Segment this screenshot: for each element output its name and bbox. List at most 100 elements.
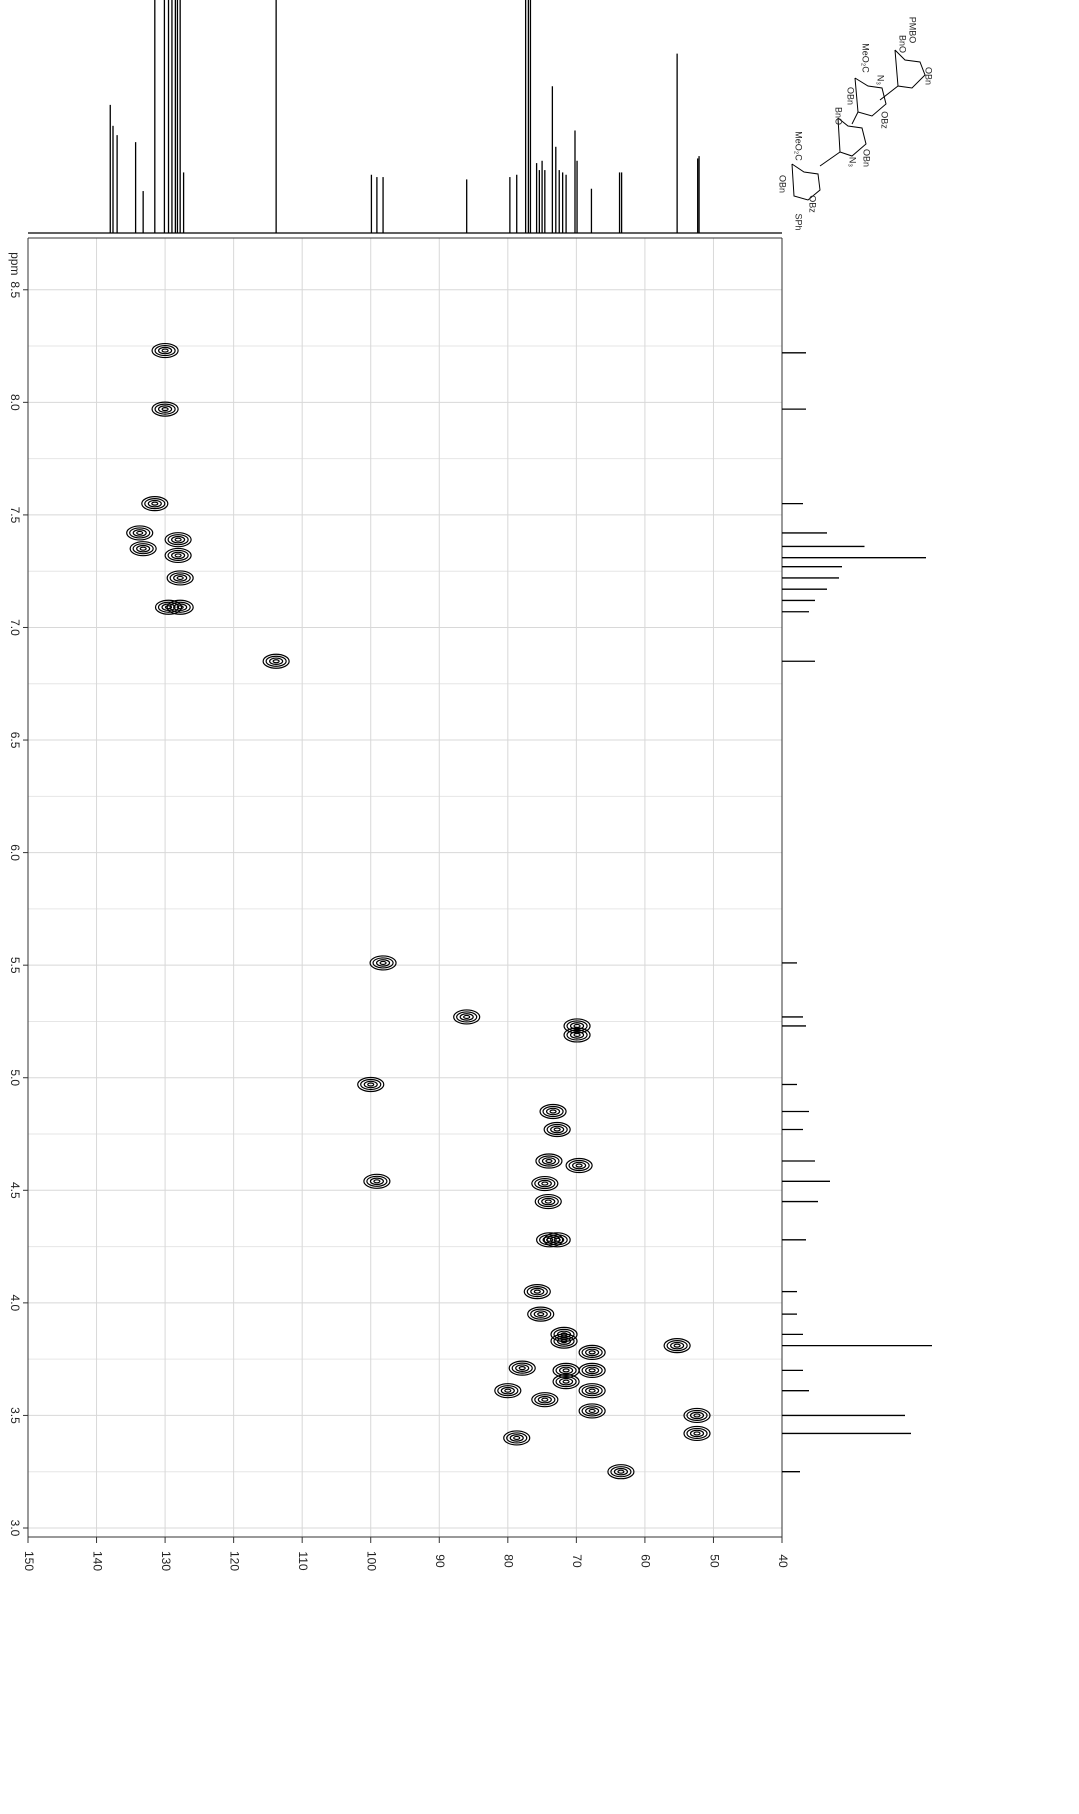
cross-peak xyxy=(578,1344,606,1360)
contour xyxy=(566,1029,588,1041)
contour xyxy=(553,1237,561,1242)
contour xyxy=(518,1366,526,1371)
contour xyxy=(553,1335,575,1347)
contour xyxy=(515,1364,530,1372)
contour xyxy=(167,534,189,546)
ring xyxy=(894,49,926,89)
cross-peak xyxy=(164,547,192,564)
bond xyxy=(851,111,859,125)
contour xyxy=(375,959,391,967)
contour xyxy=(670,1341,685,1350)
contour xyxy=(506,1432,528,1444)
contour xyxy=(693,1413,701,1418)
structure-label: OBz xyxy=(880,111,890,129)
contour xyxy=(539,1103,567,1120)
contour xyxy=(536,1232,564,1248)
contour xyxy=(572,1161,587,1170)
contour xyxy=(513,1435,521,1441)
contour xyxy=(511,1362,533,1374)
contour xyxy=(169,601,191,613)
cross-peak xyxy=(523,1284,551,1300)
contour xyxy=(174,553,182,558)
contour xyxy=(537,1195,559,1208)
contour xyxy=(560,1339,568,1344)
cross-peak xyxy=(151,342,179,359)
contour xyxy=(504,1388,512,1393)
x-tick-label: 110 xyxy=(296,1551,310,1570)
cross-peak xyxy=(552,1374,580,1390)
y-tick-label: 6.5 xyxy=(8,732,22,749)
contour xyxy=(164,605,173,610)
contour xyxy=(527,1306,555,1322)
contour xyxy=(157,405,173,413)
contour xyxy=(500,1386,515,1395)
contour xyxy=(136,544,151,553)
cross-peak xyxy=(363,1173,391,1189)
contour xyxy=(546,1123,568,1136)
contour xyxy=(543,1121,571,1138)
cross-peak xyxy=(663,1338,691,1354)
contour xyxy=(141,496,169,512)
contour xyxy=(126,525,154,541)
x-tick-label: 130 xyxy=(159,1551,173,1571)
structure-label: BnO xyxy=(898,35,908,53)
contour xyxy=(541,1181,549,1186)
cross-peak xyxy=(151,401,179,417)
contour xyxy=(129,541,157,557)
contour xyxy=(531,1175,559,1192)
cross-peak xyxy=(683,1407,711,1424)
cross-peak xyxy=(578,1403,606,1419)
contour xyxy=(550,1236,565,1244)
contour xyxy=(132,543,154,555)
contour xyxy=(683,1407,711,1424)
contour xyxy=(581,1405,603,1417)
contour xyxy=(537,1179,552,1188)
contour xyxy=(573,1032,581,1038)
y-tick-label: 4.0 xyxy=(8,1295,22,1312)
contour xyxy=(503,1430,531,1446)
contour xyxy=(154,344,176,357)
contour xyxy=(686,1427,708,1440)
contour xyxy=(562,1368,570,1373)
contour xyxy=(568,1159,590,1172)
cross-peak xyxy=(503,1430,531,1446)
cross-peak xyxy=(126,525,154,541)
structure-label: MeO₂C xyxy=(794,131,804,161)
contour xyxy=(129,527,151,539)
structure-label: MeO₂C xyxy=(861,43,871,73)
contour xyxy=(363,1173,391,1189)
cross-peak xyxy=(262,653,290,669)
contour xyxy=(546,1234,568,1246)
contour xyxy=(157,346,173,355)
y-tick-label: 8.0 xyxy=(8,394,22,411)
x-tick-label: 40 xyxy=(776,1554,790,1568)
y-tick-label: 3.5 xyxy=(8,1407,22,1424)
contour xyxy=(663,1338,691,1354)
contour xyxy=(161,603,176,612)
cross-peak xyxy=(683,1425,711,1442)
contour xyxy=(526,1286,548,1298)
contour xyxy=(372,957,394,969)
contour xyxy=(367,1082,375,1087)
contour xyxy=(544,1199,552,1204)
contour xyxy=(151,401,179,417)
structure-label: N₃ xyxy=(876,75,886,85)
contour xyxy=(151,501,159,506)
structure-label: OBn xyxy=(846,87,856,105)
y-axis-label: ppm xyxy=(8,252,22,275)
contour xyxy=(459,1013,474,1021)
contour xyxy=(369,955,397,971)
contour xyxy=(578,1344,606,1360)
contour xyxy=(523,1284,551,1300)
contour xyxy=(556,1337,572,1345)
contour xyxy=(585,1407,600,1415)
structure-label: OBn xyxy=(778,175,788,193)
contour xyxy=(147,499,162,508)
contour xyxy=(617,1469,625,1474)
contour xyxy=(613,1467,629,1476)
cross-peak xyxy=(369,955,397,971)
x-tick-label: 100 xyxy=(365,1551,379,1571)
cross-peak xyxy=(550,1333,578,1349)
contour xyxy=(550,1326,578,1342)
contour xyxy=(585,1348,600,1357)
